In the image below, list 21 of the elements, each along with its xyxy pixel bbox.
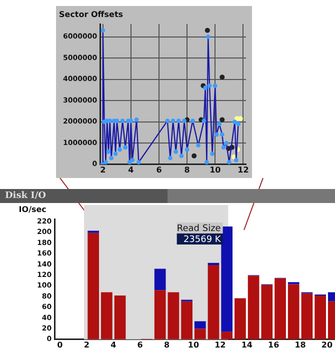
x-tick-label: 2: [84, 340, 90, 350]
x-tick-label: 18: [294, 340, 306, 350]
annotation: 23569 K: [183, 234, 222, 245]
x-tick-label: 4: [110, 340, 117, 350]
x-tick-label: 12: [238, 165, 249, 174]
x-tick-label: 8: [184, 165, 190, 174]
x-tick-label: 10: [188, 340, 200, 350]
chart-title: Disk I/O: [5, 190, 46, 202]
x-tick-label: 10: [210, 165, 222, 174]
x-tick-label: 4: [128, 165, 134, 174]
x-tick-label: 12: [214, 340, 226, 350]
annotation: Read Size: [176, 224, 222, 234]
x-tick-label: 8: [164, 340, 170, 350]
x-tick-label: 14: [241, 340, 253, 350]
x-tick-label: 6: [137, 340, 144, 350]
y-axis-title: IO/sec: [18, 205, 47, 214]
x-tick-label: 6: [156, 165, 162, 174]
y-axis-title: Sector Offsets: [59, 10, 124, 20]
x-tick-label: 20: [321, 340, 333, 350]
x-tick-label: 2: [100, 165, 106, 174]
x-tick-label: 16: [268, 340, 280, 350]
